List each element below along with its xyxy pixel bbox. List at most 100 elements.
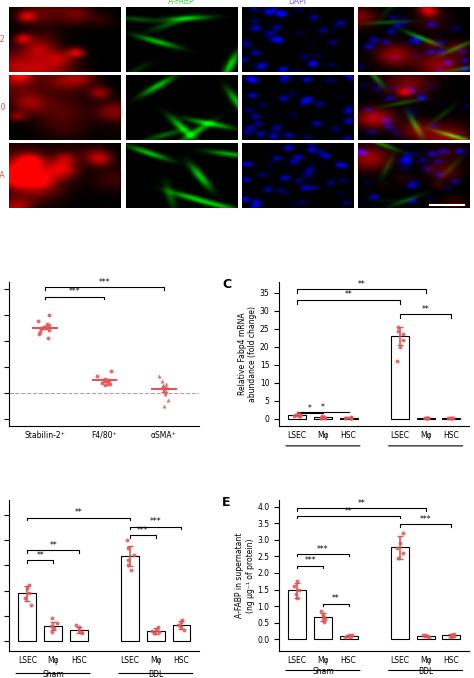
Point [347, 412, 355, 423]
Point [178, 614, 186, 625]
Point [78, 628, 86, 639]
Point [292, 588, 300, 599]
Bar [339, 636, 357, 639]
Point [123, 535, 131, 546]
Point [317, 412, 324, 423]
Text: C: C [222, 278, 231, 291]
Point [163, 378, 170, 389]
Point [423, 631, 431, 641]
Point [347, 412, 355, 423]
Point [77, 626, 85, 637]
Point [296, 410, 303, 421]
Point [124, 542, 132, 553]
Text: Sham: Sham [42, 670, 64, 678]
Point [107, 365, 115, 376]
Y-axis label: Stabilin-2: Stabilin-2 [0, 35, 5, 44]
Point [154, 621, 162, 632]
Point [394, 321, 402, 332]
Text: ***: *** [304, 557, 316, 565]
Bar [44, 626, 62, 641]
Text: **: ** [75, 508, 82, 517]
Point [45, 309, 53, 320]
Point [423, 413, 430, 424]
Point [178, 621, 185, 632]
Bar [18, 593, 36, 641]
Point [160, 384, 168, 395]
Point [320, 616, 328, 627]
Point [347, 412, 355, 423]
Point [45, 325, 53, 336]
Text: E: E [222, 496, 231, 508]
Text: ***: *** [317, 545, 329, 554]
Point [35, 316, 42, 327]
Point [101, 374, 109, 384]
Point [422, 413, 429, 424]
Point [346, 630, 353, 641]
Point [421, 630, 429, 641]
Point [342, 412, 349, 423]
Point [295, 411, 302, 422]
Point [393, 542, 401, 553]
Title: DAPI: DAPI [289, 0, 306, 6]
Point [394, 553, 401, 563]
Point [124, 560, 132, 571]
Point [320, 412, 328, 423]
Point [450, 631, 458, 641]
Y-axis label: Relative Fabp4 mRNA
abundance (fold change): Relative Fabp4 mRNA abundance (fold chan… [237, 306, 257, 402]
Point [154, 624, 161, 635]
Point [419, 629, 427, 640]
Point [394, 325, 402, 336]
Point [50, 623, 57, 634]
Point [290, 581, 298, 592]
Point [148, 625, 156, 636]
Point [43, 319, 51, 330]
Point [296, 584, 303, 595]
Text: *: * [321, 403, 325, 412]
Point [341, 412, 349, 423]
Point [321, 614, 329, 625]
Point [394, 356, 401, 367]
Point [399, 329, 407, 340]
Point [341, 631, 349, 642]
Point [425, 631, 433, 642]
Text: **: ** [357, 279, 365, 289]
Point [159, 381, 167, 392]
Point [53, 618, 61, 629]
Text: BDL: BDL [148, 670, 164, 678]
Point [399, 548, 406, 559]
Point [348, 629, 356, 640]
Text: **: ** [422, 304, 429, 314]
Point [107, 378, 114, 389]
Text: ***: *** [420, 515, 431, 524]
Point [23, 582, 30, 593]
Text: ***: *** [137, 525, 149, 535]
Text: **: ** [357, 499, 365, 508]
Point [399, 527, 407, 538]
Point [27, 599, 35, 610]
Point [162, 389, 169, 400]
Title: A-FABP: A-FABP [168, 0, 195, 6]
Y-axis label: F4/80: F4/80 [0, 103, 5, 112]
Point [174, 619, 182, 630]
Point [297, 410, 304, 420]
Point [448, 630, 456, 641]
Bar [70, 630, 88, 641]
Point [41, 321, 49, 332]
Point [48, 613, 56, 624]
Y-axis label: αSMA: αSMA [0, 171, 5, 180]
Text: **: ** [332, 595, 340, 603]
Bar [391, 547, 409, 639]
Point [102, 376, 110, 387]
Point [155, 626, 163, 637]
Point [290, 410, 298, 421]
Bar [173, 624, 191, 641]
Bar [417, 636, 435, 639]
Point [37, 323, 45, 334]
Point [160, 401, 168, 412]
Bar [147, 631, 165, 641]
Point [162, 382, 169, 393]
Point [47, 620, 55, 631]
Y-axis label: A-FABP in supernatant
(ng µg⁻¹ of protein): A-FABP in supernatant (ng µg⁻¹ of protei… [235, 533, 255, 618]
Point [177, 616, 184, 627]
Bar [288, 415, 306, 418]
